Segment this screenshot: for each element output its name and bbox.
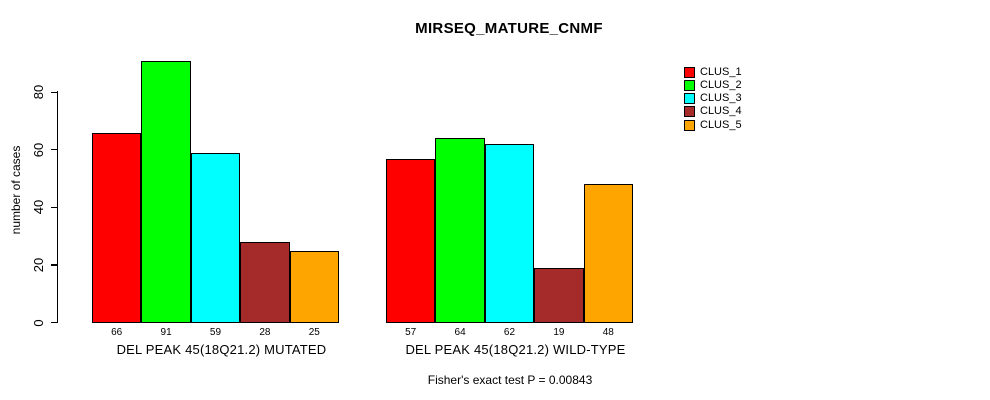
bar-value-label: 28 xyxy=(259,327,271,338)
bar-value-label: 57 xyxy=(405,327,417,338)
bar-value-label: 91 xyxy=(160,327,172,338)
bar-clus_4-group1 xyxy=(240,241,290,324)
legend-swatch-icon xyxy=(684,79,695,91)
legend-swatch-icon xyxy=(684,119,695,131)
annotation-text: Fisher's exact test P = 0.00843 xyxy=(427,373,593,387)
legend-swatch-icon xyxy=(684,66,695,78)
bar-value-label: 48 xyxy=(602,327,614,338)
y-axis-label: number of cases xyxy=(9,145,23,235)
bar-clus_5-group1 xyxy=(289,250,339,324)
bar-clus_4-group2 xyxy=(534,267,584,324)
y-tick-label: 0 xyxy=(30,318,46,327)
bar-value-label: 19 xyxy=(553,327,565,338)
legend-label: CLUS_1 xyxy=(700,65,742,78)
y-axis-line xyxy=(57,91,59,323)
bar-clus_5-group2 xyxy=(583,184,633,324)
y-tick-mark xyxy=(50,264,58,266)
group-label-2: DEL PEAK 45(18Q21.2) WILD-TYPE xyxy=(405,342,626,357)
y-tick-mark xyxy=(50,149,58,151)
legend-item-clus_2: CLUS_2 xyxy=(684,79,742,92)
bar-clus_3-group2 xyxy=(484,144,535,324)
y-tick-mark xyxy=(50,91,58,93)
bar-clus_1-group1 xyxy=(92,132,142,324)
chart-title: MIRSEQ_MATURE_CNMF xyxy=(415,20,603,37)
bar-clus_1-group2 xyxy=(386,158,436,324)
legend-label: CLUS_3 xyxy=(700,92,742,105)
legend-swatch-icon xyxy=(684,106,695,118)
bar-value-label: 62 xyxy=(503,327,516,338)
legend-label: CLUS_4 xyxy=(700,105,742,118)
y-tick-label: 20 xyxy=(30,257,46,273)
legend-item-clus_4: CLUS_4 xyxy=(684,105,742,118)
y-tick-mark xyxy=(50,206,58,208)
bar-clus_2-group2 xyxy=(435,138,485,324)
bar-value-label: 66 xyxy=(111,327,123,338)
bar-value-label: 64 xyxy=(454,327,466,338)
legend-label: CLUS_5 xyxy=(700,118,742,131)
bar-clus_2-group1 xyxy=(141,60,191,324)
y-tick-mark xyxy=(50,321,58,324)
legend-swatch-icon xyxy=(684,93,695,105)
bar-value-label: 25 xyxy=(308,327,320,338)
legend-item-clus_5: CLUS_5 xyxy=(684,119,742,132)
group-label-1: DEL PEAK 45(18Q21.2) MUTATED xyxy=(116,342,327,357)
legend-label: CLUS_2 xyxy=(700,78,742,91)
legend-item-clus_1: CLUS_1 xyxy=(684,66,742,79)
legend-item-clus_3: CLUS_3 xyxy=(684,92,742,105)
bar-value-label: 59 xyxy=(209,327,222,338)
bar-clus_3-group1 xyxy=(190,152,241,324)
y-tick-label: 40 xyxy=(30,200,46,215)
y-tick-label: 80 xyxy=(30,85,46,100)
y-tick-label: 60 xyxy=(30,142,46,158)
